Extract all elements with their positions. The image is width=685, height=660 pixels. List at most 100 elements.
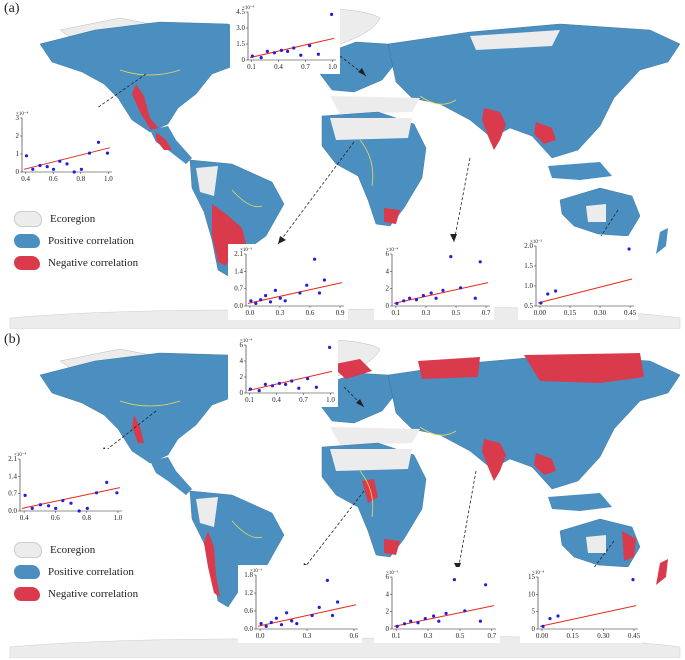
- scatter-point: [414, 298, 419, 302]
- y-tick-label: 1.8: [244, 571, 253, 579]
- europe-north-negative: [330, 359, 372, 379]
- legend-ecoregion: Ecoregion: [14, 208, 138, 230]
- scatter-point: [478, 260, 482, 264]
- scatter-point: [38, 163, 42, 168]
- x-tick-label: 1.0: [114, 514, 123, 522]
- scatter-point: [278, 296, 282, 300]
- scatter-point: [23, 493, 27, 497]
- new-zealand: [656, 228, 668, 254]
- x-tick-label: 0.30: [597, 632, 610, 640]
- scatter-point: [473, 296, 477, 300]
- scatter-point: [463, 609, 467, 613]
- scatter-point: [272, 51, 276, 55]
- sa-west-negative: [204, 531, 220, 597]
- x-tick-label: 1.0: [104, 175, 113, 183]
- arrow-as: [457, 470, 477, 572]
- x-tick-label: 0.4: [21, 175, 30, 183]
- scatter-point: [310, 613, 314, 618]
- negative-swatch: [14, 587, 40, 601]
- scatter-point: [423, 617, 427, 621]
- x-tick-label: 0.4: [272, 396, 281, 404]
- y-tick-label: 0: [242, 56, 246, 64]
- y-tick-label: 6: [240, 341, 244, 349]
- north-america: [39, 352, 263, 464]
- scatter-point: [322, 278, 326, 282]
- y-tick-label: 15: [528, 573, 536, 581]
- inset-axes: [535, 246, 634, 307]
- x-tick-label: 0.5: [452, 309, 461, 317]
- y-tick-label: 4.5: [236, 8, 245, 16]
- panel-label: (a): [4, 1, 20, 16]
- x-tick-label: 0.45: [624, 309, 637, 317]
- x-tick-label: 1.0: [326, 396, 335, 404]
- inset-eu: ×10⁻⁴ 0 1.5 3.0 4.5 0.1 0.4 0.7 1.0: [230, 2, 340, 74]
- legend-negative: Negative correlation: [14, 252, 138, 274]
- x-tick-label: 0.5: [456, 632, 465, 640]
- scatter-point: [273, 288, 277, 292]
- y-tick-label: 2: [386, 608, 390, 616]
- na-west-coast-negative: [132, 415, 144, 443]
- legend-ecoregion: Ecoregion: [14, 539, 138, 561]
- x-tick-label: 1.0: [328, 63, 337, 71]
- scatter-point: [541, 624, 545, 628]
- legend-positive: Positive correlation: [14, 230, 138, 252]
- inset-axes: [255, 575, 358, 630]
- x-tick-label: 0.6: [350, 632, 359, 640]
- y-tick-label: 4: [240, 357, 244, 365]
- scatter-point: [459, 286, 463, 290]
- scatter-point: [421, 294, 425, 298]
- scatter-point: [105, 151, 110, 155]
- ecoregion-swatch: [14, 211, 42, 227]
- scatter-point: [313, 257, 317, 261]
- inset-as: ×10⁻³ 0 2 4 6 0.1 0.3 0.5 0.7: [374, 567, 500, 643]
- scatter-point: [328, 345, 332, 349]
- arrow-af: [301, 490, 365, 572]
- y-tick-label: 1.4: [8, 472, 17, 480]
- africa-west-negative: [362, 479, 378, 503]
- y-tick-label: 2.1: [8, 455, 17, 463]
- x-tick-label: 0.6: [49, 175, 58, 183]
- scatter-point: [270, 384, 274, 388]
- scatter-point: [330, 12, 334, 16]
- legend-positive-label: Positive correlation: [48, 235, 134, 247]
- scatter-point: [484, 583, 488, 587]
- ecoregion-swatch: [14, 542, 42, 558]
- scatter-point: [325, 578, 329, 582]
- x-tick-label: 0.6: [51, 514, 60, 522]
- y-tick-label: 1.5: [524, 262, 533, 270]
- se-asia-negative: [534, 122, 556, 144]
- africa-south-negative: [384, 208, 400, 224]
- scatter-point: [444, 611, 448, 615]
- scatter-point: [269, 620, 273, 625]
- arrow-af: [277, 141, 355, 245]
- y-tick-label: 4: [386, 590, 390, 598]
- scatter-point: [316, 52, 320, 56]
- scatter-point: [69, 501, 73, 505]
- x-tick-label: 0.7: [301, 63, 310, 71]
- africa: [321, 442, 427, 558]
- y-exponent-label: ×10⁻⁴: [386, 247, 398, 253]
- y-exponent-label: ×10⁻⁴: [242, 5, 254, 11]
- scatter-point: [259, 56, 263, 60]
- siberia-gap: [470, 30, 560, 50]
- y-exponent-label: ×10⁻⁴: [532, 570, 544, 576]
- scatter-point: [330, 613, 335, 618]
- na-west-coast-negative: [132, 84, 160, 132]
- panel-a: (a): [0, 0, 685, 329]
- x-tick-label: 0.4: [274, 63, 283, 71]
- scatter-point: [87, 151, 92, 155]
- inset-af: ×10⁻³ 0.0 0.7 1.4 2.1 0.0 0.3 0.6 0.9: [228, 244, 348, 320]
- siberia-east-negative: [524, 353, 644, 383]
- scatter-point: [556, 614, 560, 618]
- scatter-point: [627, 247, 631, 251]
- x-tick-label: 0.3: [424, 632, 433, 640]
- scatter-point: [115, 491, 119, 495]
- regression-line: [21, 487, 121, 509]
- scatter-point: [259, 622, 263, 626]
- regression-line: [23, 147, 111, 170]
- scatter-point: [395, 624, 399, 628]
- x-tick-label: 0.0: [246, 309, 255, 317]
- rivers: [119, 400, 457, 539]
- y-tick-label: 0: [386, 302, 390, 310]
- y-tick-label: 0: [16, 168, 20, 176]
